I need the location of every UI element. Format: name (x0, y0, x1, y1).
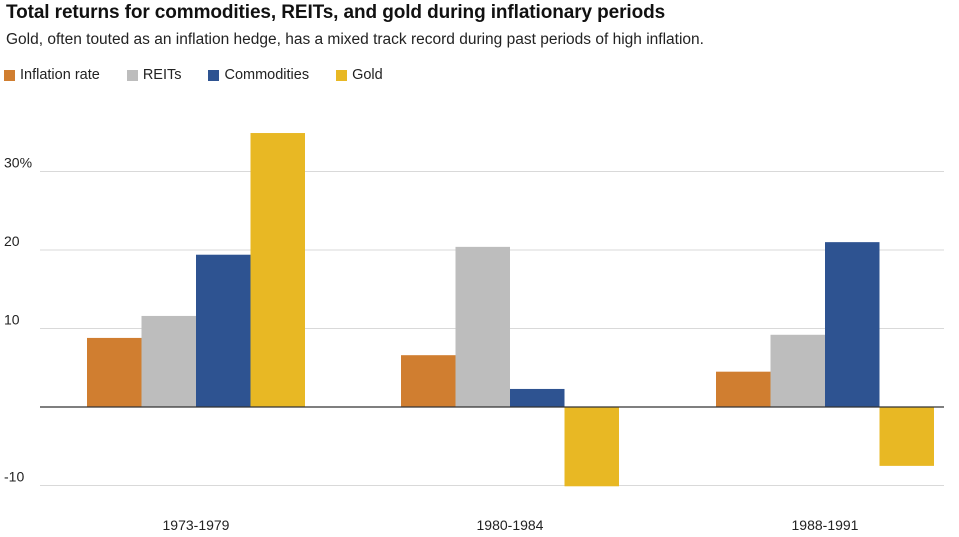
bar-inflation-rate-1988-1991 (716, 371, 771, 407)
chart-subtitle: Gold, often touted as an inflation hedge… (6, 31, 704, 48)
bar-commodities-1973-1979 (196, 254, 251, 407)
y-tick-label: 10 (4, 312, 20, 328)
legend-swatch-inflation-rate (4, 69, 15, 81)
bar-reits-1973-1979 (141, 315, 196, 407)
legend-label-commodities: Commodities (224, 67, 310, 83)
legend-swatch-commodities (208, 69, 220, 81)
legend-swatch-reits (126, 69, 138, 81)
bar-gold-1988-1991 (879, 407, 934, 466)
y-tick-label: 20 (4, 233, 20, 249)
y-tick-label: 30% (4, 155, 32, 171)
x-tick-label: 1973-1979 (163, 517, 230, 533)
bar-inflation-rate-1973-1979 (87, 337, 142, 407)
chart-title: Total returns for commodities, REITs, an… (6, 2, 666, 23)
bar-commodities-1980-1984 (510, 388, 565, 407)
y-tick-label: -10 (4, 469, 24, 485)
legend-item-inflation-rate: Inflation rate (4, 67, 100, 83)
bar-reits-1980-1984 (455, 246, 510, 407)
legend-label-reits: REITs (142, 67, 182, 83)
legend-label-gold: Gold (352, 67, 383, 83)
legend-item-commodities: Commodities (208, 67, 309, 83)
x-tick-label: 1980-1984 (477, 517, 544, 533)
x-tick-label: 1988-1991 (792, 517, 859, 533)
legend-label-inflation-rate: Inflation rate (20, 67, 100, 83)
legend-item-reits: REITs (126, 67, 182, 83)
bar-inflation-rate-1980-1984 (401, 355, 456, 407)
bar-gold-1973-1979 (250, 133, 305, 407)
legend-swatch-gold (336, 69, 348, 81)
bar-commodities-1988-1991 (825, 242, 880, 407)
bar-gold-1980-1984 (564, 407, 619, 487)
legend-item-gold: Gold (336, 67, 383, 83)
bar-reits-1988-1991 (770, 334, 825, 407)
chart-legend: Inflation rate REITs Commodities Gold (4, 67, 410, 83)
